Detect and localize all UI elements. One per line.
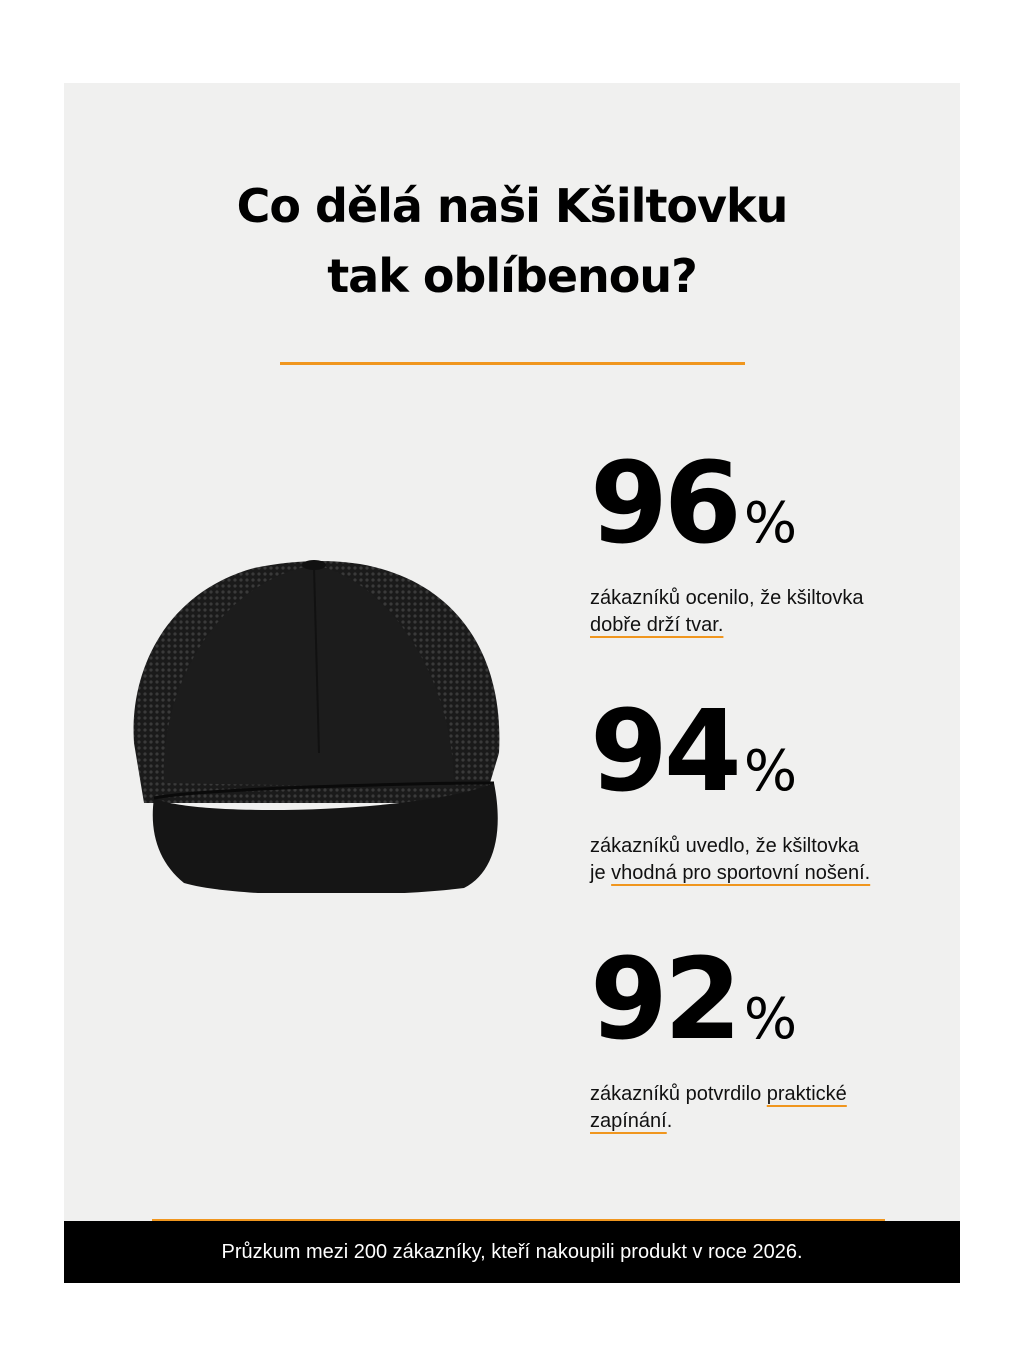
stat-highlight: vhodná pro sportovní nošení. xyxy=(611,862,871,884)
stat-text: zákazníků potvrdilo xyxy=(590,1083,762,1105)
stat-description: zákazníků ocenilo, že kšiltovka dobře dr… xyxy=(590,585,950,639)
stat-highlight: zapínání xyxy=(590,1110,667,1132)
stat-value: 96 xyxy=(590,439,742,569)
title-line-2: tak oblíbenou? xyxy=(327,249,698,303)
stat-text: . xyxy=(666,1110,673,1132)
stat-description: zákazníků uvedlo, že kšiltovka je vhodná… xyxy=(590,833,950,887)
stat-highlight: praktické xyxy=(766,1083,847,1105)
stat-96: 96% zákazníků ocenilo, že kšiltovka dobř… xyxy=(590,448,950,639)
title-line-1: Co dělá naši Kšiltovku xyxy=(236,179,789,233)
stat-unit: % xyxy=(743,987,798,1052)
stat-unit: % xyxy=(743,739,798,804)
footer-note: Průzkum mezi 200 zákazníky, kteří nakoup… xyxy=(64,1221,960,1283)
stat-text: zákazníků uvedlo, že kšiltovka xyxy=(590,835,860,857)
stat-value: 94 xyxy=(590,687,742,817)
stat-highlight: dobře drží tvar. xyxy=(590,614,724,636)
stat-94: 94% zákazníků uvedlo, že kšiltovka je vh… xyxy=(590,696,950,887)
infographic-card: Co dělá naši Kšiltovku tak oblíbenou? 96… xyxy=(64,83,960,1283)
stat-unit: % xyxy=(743,491,798,556)
stat-text: zákazníků ocenilo, že kšiltovka xyxy=(590,587,864,609)
stat-92: 92% zákazníků potvrdilo praktické zapíná… xyxy=(590,944,950,1135)
stat-text: je xyxy=(590,862,606,884)
stat-description: zákazníků potvrdilo praktické zapínání. xyxy=(590,1081,950,1135)
black-trucker-cap-image xyxy=(133,560,500,893)
page-title: Co dělá naši Kšiltovku tak oblíbenou? xyxy=(64,171,960,311)
accent-divider xyxy=(280,362,745,365)
stat-value: 92 xyxy=(590,935,742,1065)
